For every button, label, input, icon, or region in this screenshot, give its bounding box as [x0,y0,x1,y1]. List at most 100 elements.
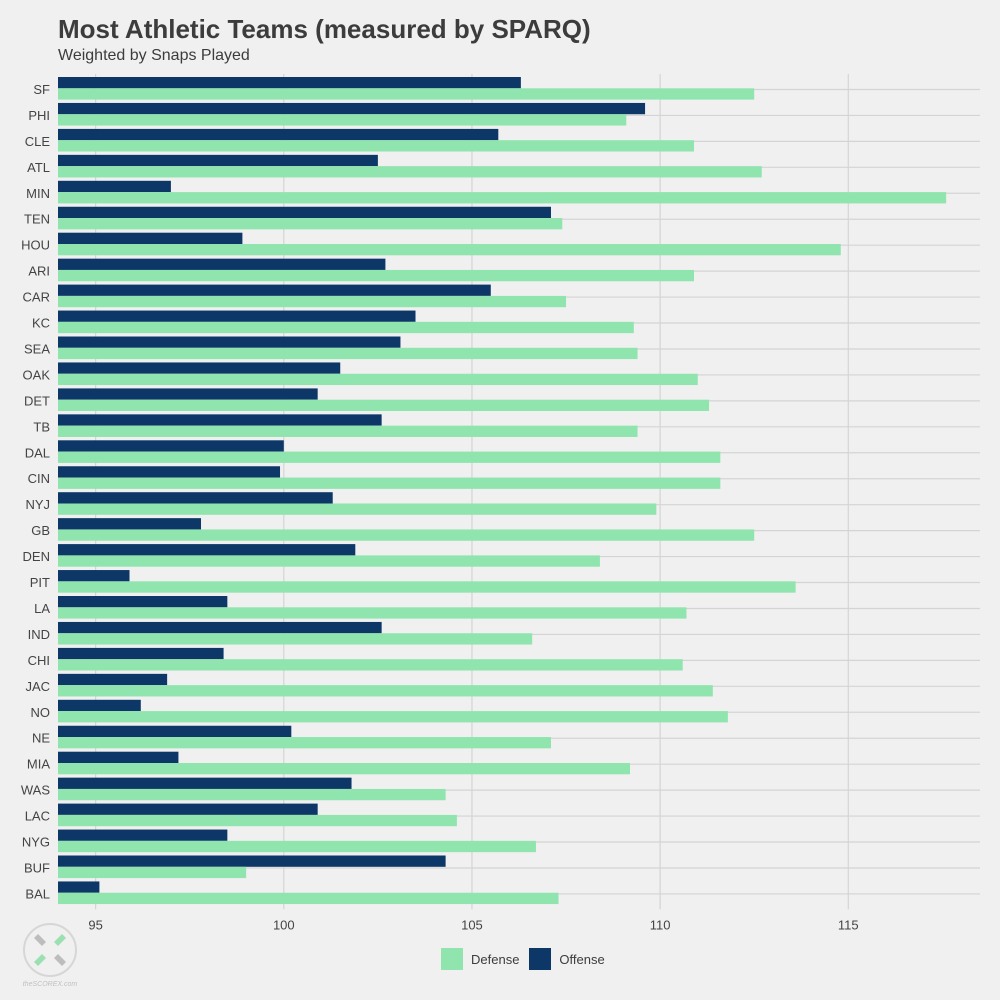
scorex-logo: theSCOREX.com [23,923,78,988]
bar-offense-ten [58,206,551,219]
bar-offense-kc [58,310,416,322]
category-label-cin: CIN [28,471,50,486]
bar-defense-chi [58,659,683,671]
bar-offense-chi [58,647,224,660]
bar-offense-la [58,596,228,608]
bar-offense-pit [58,570,130,582]
bar-defense-kc [58,321,634,334]
bar-offense-car [58,284,491,296]
category-label-pit: PIT [30,575,50,590]
bar-offense-oak [58,362,341,374]
bar-defense-sea [58,347,638,360]
bar-offense-ne [58,725,292,738]
category-label-lac: LAC [25,809,50,824]
bar-offense-hou [58,232,243,244]
bar-defense-lac [58,814,457,827]
bar-defense-dal [58,451,721,463]
category-label-cle: CLE [25,134,51,149]
category-label-car: CAR [23,290,50,305]
x-tick-labels: 95 100 105 110 115 [88,917,858,932]
bar-defense-nyg [58,840,536,853]
category-label-ari: ARI [28,264,50,279]
bar-defense-gb [58,529,755,541]
category-label-phi: PHI [28,108,50,123]
category-label-den: DEN [23,549,50,564]
bar-defense-oak [58,373,698,386]
bar-offense-ind [58,621,382,634]
bar-offense-nyj [58,492,333,504]
category-label-dal: DAL [25,445,50,460]
legend-label-defense: Defense [471,951,520,967]
bar-offense-phi [58,102,646,115]
x-tick-label: 115 [838,917,859,932]
bar-defense-min [58,192,947,204]
bar-defense-mia [58,763,631,775]
bar-defense-phi [58,114,627,126]
logo-text: theSCOREX.com [23,981,78,988]
bar-offense-mia [58,751,179,763]
bar-offense-ari [58,258,386,270]
legend: Defense Offense [441,948,615,970]
category-label-sea: SEA [24,341,50,356]
category-label-ne: NE [32,731,50,746]
category-label-no: NO [31,705,51,720]
legend-item-defense: Defense [441,948,519,970]
bar-defense-ari [58,269,694,282]
category-label-tb: TB [33,419,50,434]
bar-defense-la [58,607,687,619]
x-tick-label: 110 [650,917,671,932]
bar-defense-ten [58,218,563,230]
chart-title: Most Athletic Teams (measured by SPARQ) [58,14,591,44]
category-label-ten: TEN [24,212,50,227]
chart-subtitle: Weighted by Snaps Played [58,47,250,64]
bar-offense-sf [58,77,521,89]
category-label-oak: OAK [23,367,51,382]
bar-offense-cle [58,128,499,141]
bar-defense-car [58,295,567,308]
bar-defense-buf [58,866,247,879]
bars [58,77,947,905]
x-tick-label: 100 [273,917,295,932]
bar-defense-sf [58,88,755,100]
legend-swatch-offense [529,948,552,970]
category-label-bal: BAL [25,886,50,901]
category-label-ind: IND [28,627,50,642]
bar-defense-ind [58,633,533,645]
bar-offense-bal [58,881,100,893]
bar-offense-tb [58,414,382,426]
bar-offense-buf [58,855,446,867]
category-label-nyj: NYJ [25,497,50,512]
category-label-la: LA [34,601,50,616]
category-label-atl: ATL [27,160,50,175]
category-label-gb: GB [31,523,50,538]
bar-offense-nyg [58,829,228,841]
bar-defense-nyj [58,503,657,515]
bar-defense-tb [58,425,638,437]
legend-label-offense: Offense [559,951,605,967]
category-label-sf: SF [33,82,50,97]
category-label-was: WAS [21,783,50,798]
bar-defense-hou [58,244,841,256]
bar-offense-gb [58,518,202,530]
category-label-min: MIN [26,186,50,201]
bar-defense-atl [58,166,762,178]
bar-offense-sea [58,336,401,348]
bar-offense-atl [58,154,378,167]
category-label-mia: MIA [27,757,50,772]
bar-defense-no [58,711,728,723]
bar-offense-cin [58,466,281,478]
category-label-hou: HOU [21,238,50,253]
bar-offense-min [58,180,171,193]
bar-offense-dal [58,440,284,452]
bar-defense-cin [58,477,721,489]
x-tick-label: 95 [88,917,102,932]
category-label-nyg: NYG [22,835,50,850]
category-label-kc: KC [32,316,50,331]
bar-offense-lac [58,803,318,815]
category-label-det: DET [24,393,50,408]
category-label-jac: JAC [25,679,50,694]
category-label-chi: CHI [28,653,50,668]
bar-offense-det [58,388,318,400]
bar-offense-jac [58,673,168,686]
